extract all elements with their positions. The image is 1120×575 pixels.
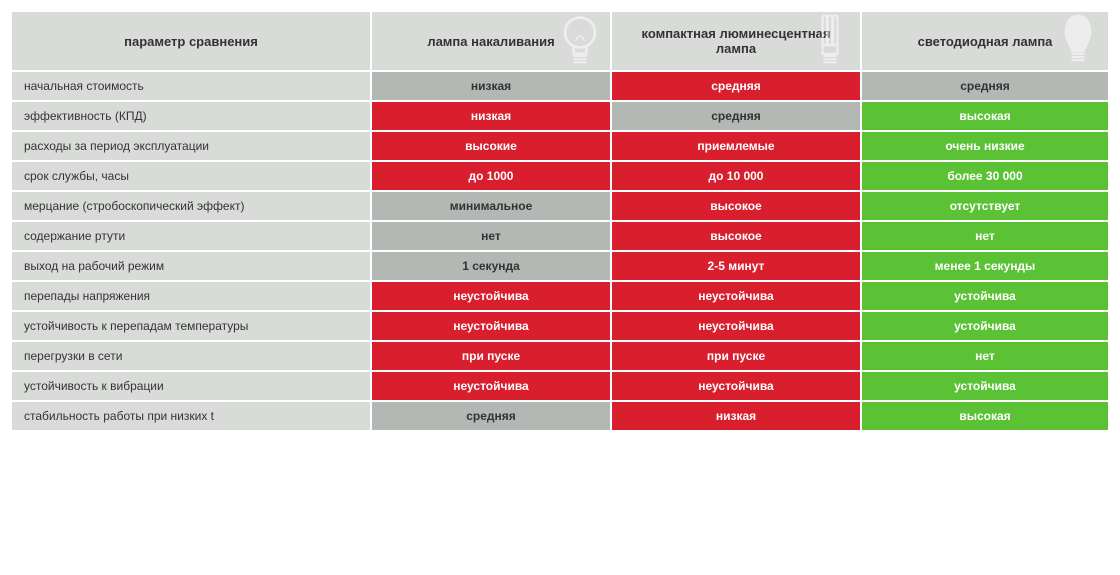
value-cell-b: неустойчива — [612, 280, 862, 310]
value-cell-b: высокое — [612, 220, 862, 250]
value-cell-c: более 30 000 — [862, 160, 1108, 190]
header-param: параметр сравнения — [12, 12, 372, 70]
value-cell-c: нет — [862, 220, 1108, 250]
param-cell: устойчивость к перепадам температуры — [12, 310, 372, 340]
param-cell: содержание ртути — [12, 220, 372, 250]
value-cell-a: низкая — [372, 70, 612, 100]
value-cell-a: нет — [372, 220, 612, 250]
value-cell-a: при пуске — [372, 340, 612, 370]
value-cell-a: неустойчива — [372, 310, 612, 340]
header-col-a: лампа накаливания — [372, 12, 612, 70]
table-row: стабильность работы при низких tсредняян… — [12, 400, 1108, 430]
value-cell-c: высокая — [862, 100, 1108, 130]
value-cell-c: устойчива — [862, 370, 1108, 400]
value-cell-b: низкая — [612, 400, 862, 430]
table-row: срок службы, часыдо 1000до 10 000более 3… — [12, 160, 1108, 190]
value-cell-c: отсутствует — [862, 190, 1108, 220]
param-cell: мерцание (стробоскопический эффект) — [12, 190, 372, 220]
table-row: устойчивость к перепадам температурынеус… — [12, 310, 1108, 340]
table-row: устойчивость к вибрациинеустойчиванеусто… — [12, 370, 1108, 400]
value-cell-c: устойчива — [862, 280, 1108, 310]
value-cell-b: неустойчива — [612, 370, 862, 400]
header-row: параметр сравнения лампа накаливания ком… — [12, 12, 1108, 70]
value-cell-a: высокие — [372, 130, 612, 160]
value-cell-a: низкая — [372, 100, 612, 130]
led-bulb-icon — [1056, 9, 1100, 73]
comparison-table: параметр сравнения лампа накаливания ком… — [12, 12, 1108, 430]
header-param-label: параметр сравнения — [124, 34, 258, 49]
value-cell-a: 1 секунда — [372, 250, 612, 280]
value-cell-b: неустойчива — [612, 310, 862, 340]
table-row: эффективность (КПД)низкаясредняявысокая — [12, 100, 1108, 130]
param-cell: срок службы, часы — [12, 160, 372, 190]
header-col-c-label: светодиодная лампа — [918, 34, 1053, 49]
header-col-b-label: компактная люминесцентная лампа — [641, 26, 830, 56]
table-body: начальная стоимостьнизкаясредняясредняяэ… — [12, 70, 1108, 430]
table-row: перегрузки в сетипри пускепри пускенет — [12, 340, 1108, 370]
value-cell-b: средняя — [612, 100, 862, 130]
value-cell-c: менее 1 секунды — [862, 250, 1108, 280]
table-row: выход на рабочий режим1 секунда2-5 минут… — [12, 250, 1108, 280]
value-cell-b: 2-5 минут — [612, 250, 862, 280]
value-cell-a: минимальное — [372, 190, 612, 220]
value-cell-a: неустойчива — [372, 370, 612, 400]
param-cell: выход на рабочий режим — [12, 250, 372, 280]
table-row: содержание ртутинетвысокоенет — [12, 220, 1108, 250]
value-cell-b: до 10 000 — [612, 160, 862, 190]
header-col-c: светодиодная лампа — [862, 12, 1108, 70]
table-row: расходы за период эксплуатациивысокиепри… — [12, 130, 1108, 160]
header-col-b: компактная люминесцентная лампа — [612, 12, 862, 70]
value-cell-b: высокое — [612, 190, 862, 220]
incandescent-bulb-icon — [558, 9, 602, 73]
value-cell-c: нет — [862, 340, 1108, 370]
value-cell-b: средняя — [612, 70, 862, 100]
param-cell: перепады напряжения — [12, 280, 372, 310]
cfl-bulb-icon — [808, 9, 852, 73]
param-cell: начальная стоимость — [12, 70, 372, 100]
table-row: перепады напряжениянеустойчиванеустойчив… — [12, 280, 1108, 310]
param-cell: эффективность (КПД) — [12, 100, 372, 130]
param-cell: перегрузки в сети — [12, 340, 372, 370]
value-cell-b: приемлемые — [612, 130, 862, 160]
value-cell-c: очень низкие — [862, 130, 1108, 160]
value-cell-c: устойчива — [862, 310, 1108, 340]
value-cell-c: средняя — [862, 70, 1108, 100]
value-cell-a: средняя — [372, 400, 612, 430]
table-row: мерцание (стробоскопический эффект)миним… — [12, 190, 1108, 220]
value-cell-a: до 1000 — [372, 160, 612, 190]
value-cell-b: при пуске — [612, 340, 862, 370]
value-cell-a: неустойчива — [372, 280, 612, 310]
param-cell: расходы за период эксплуатации — [12, 130, 372, 160]
param-cell: стабильность работы при низких t — [12, 400, 372, 430]
param-cell: устойчивость к вибрации — [12, 370, 372, 400]
table-row: начальная стоимостьнизкаясредняясредняя — [12, 70, 1108, 100]
header-col-a-label: лампа накаливания — [427, 34, 554, 49]
value-cell-c: высокая — [862, 400, 1108, 430]
